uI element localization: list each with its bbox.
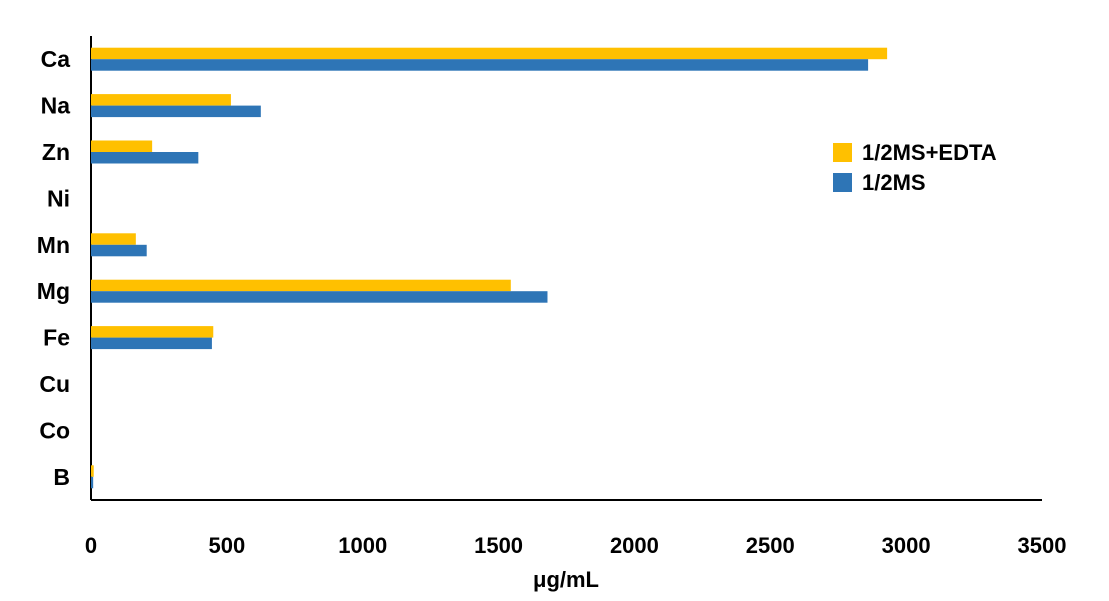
bar-na-series-0: [91, 94, 231, 106]
bar-na-series-1: [91, 105, 261, 118]
category-label-mg: Mg: [37, 278, 70, 304]
bar-zn-series-0: [91, 140, 153, 152]
bar-b-series-0: [91, 465, 94, 477]
category-labels: Ca Na Zn Ni Mn Mg Fe Cu Co B: [37, 46, 70, 490]
category-label-co: Co: [39, 417, 70, 443]
legend-label-0: 1/2MS+EDTA: [862, 140, 997, 165]
legend-swatch-0: [833, 143, 852, 162]
x-tick-label: 500: [208, 533, 245, 558]
bar-mn-series-1: [91, 244, 147, 257]
bar-mn-series-0: [91, 233, 136, 245]
bar-fe-series-1: [91, 337, 212, 350]
bar-b-series-1: [91, 476, 94, 489]
bar-ca-series-0: [91, 47, 888, 60]
category-label-b: B: [53, 464, 70, 490]
x-tick-label: 3500: [1018, 533, 1067, 558]
bar-fe-series-0: [91, 326, 214, 338]
legend: 1/2MS+EDTA 1/2MS: [833, 140, 997, 195]
x-tick-label: 1000: [338, 533, 387, 558]
x-axis-title: μg/mL: [533, 567, 599, 592]
bar-zn-series-1: [91, 152, 199, 164]
category-label-zn: Zn: [42, 139, 70, 165]
x-tick-label: 1500: [474, 533, 523, 558]
x-tick-labels: 0 500 1000 1500 2000 2500 3000 3500: [85, 533, 1067, 558]
legend-label-1: 1/2MS: [862, 170, 926, 195]
category-label-cu: Cu: [39, 371, 70, 397]
x-tick-label: 0: [85, 533, 97, 558]
bar-mg-series-0: [91, 279, 511, 292]
bar-mg-series-1: [91, 291, 548, 303]
bar-ca-series-1: [91, 59, 869, 71]
category-label-ni: Ni: [47, 185, 70, 211]
category-label-fe: Fe: [43, 325, 70, 351]
category-label-na: Na: [41, 93, 71, 119]
x-tick-label: 2000: [610, 533, 659, 558]
legend-swatch-1: [833, 173, 852, 192]
category-label-mn: Mn: [37, 232, 70, 258]
bars-group: [91, 47, 888, 489]
x-tick-label: 3000: [882, 533, 931, 558]
category-label-ca: Ca: [41, 46, 71, 72]
x-tick-label: 2500: [746, 533, 795, 558]
